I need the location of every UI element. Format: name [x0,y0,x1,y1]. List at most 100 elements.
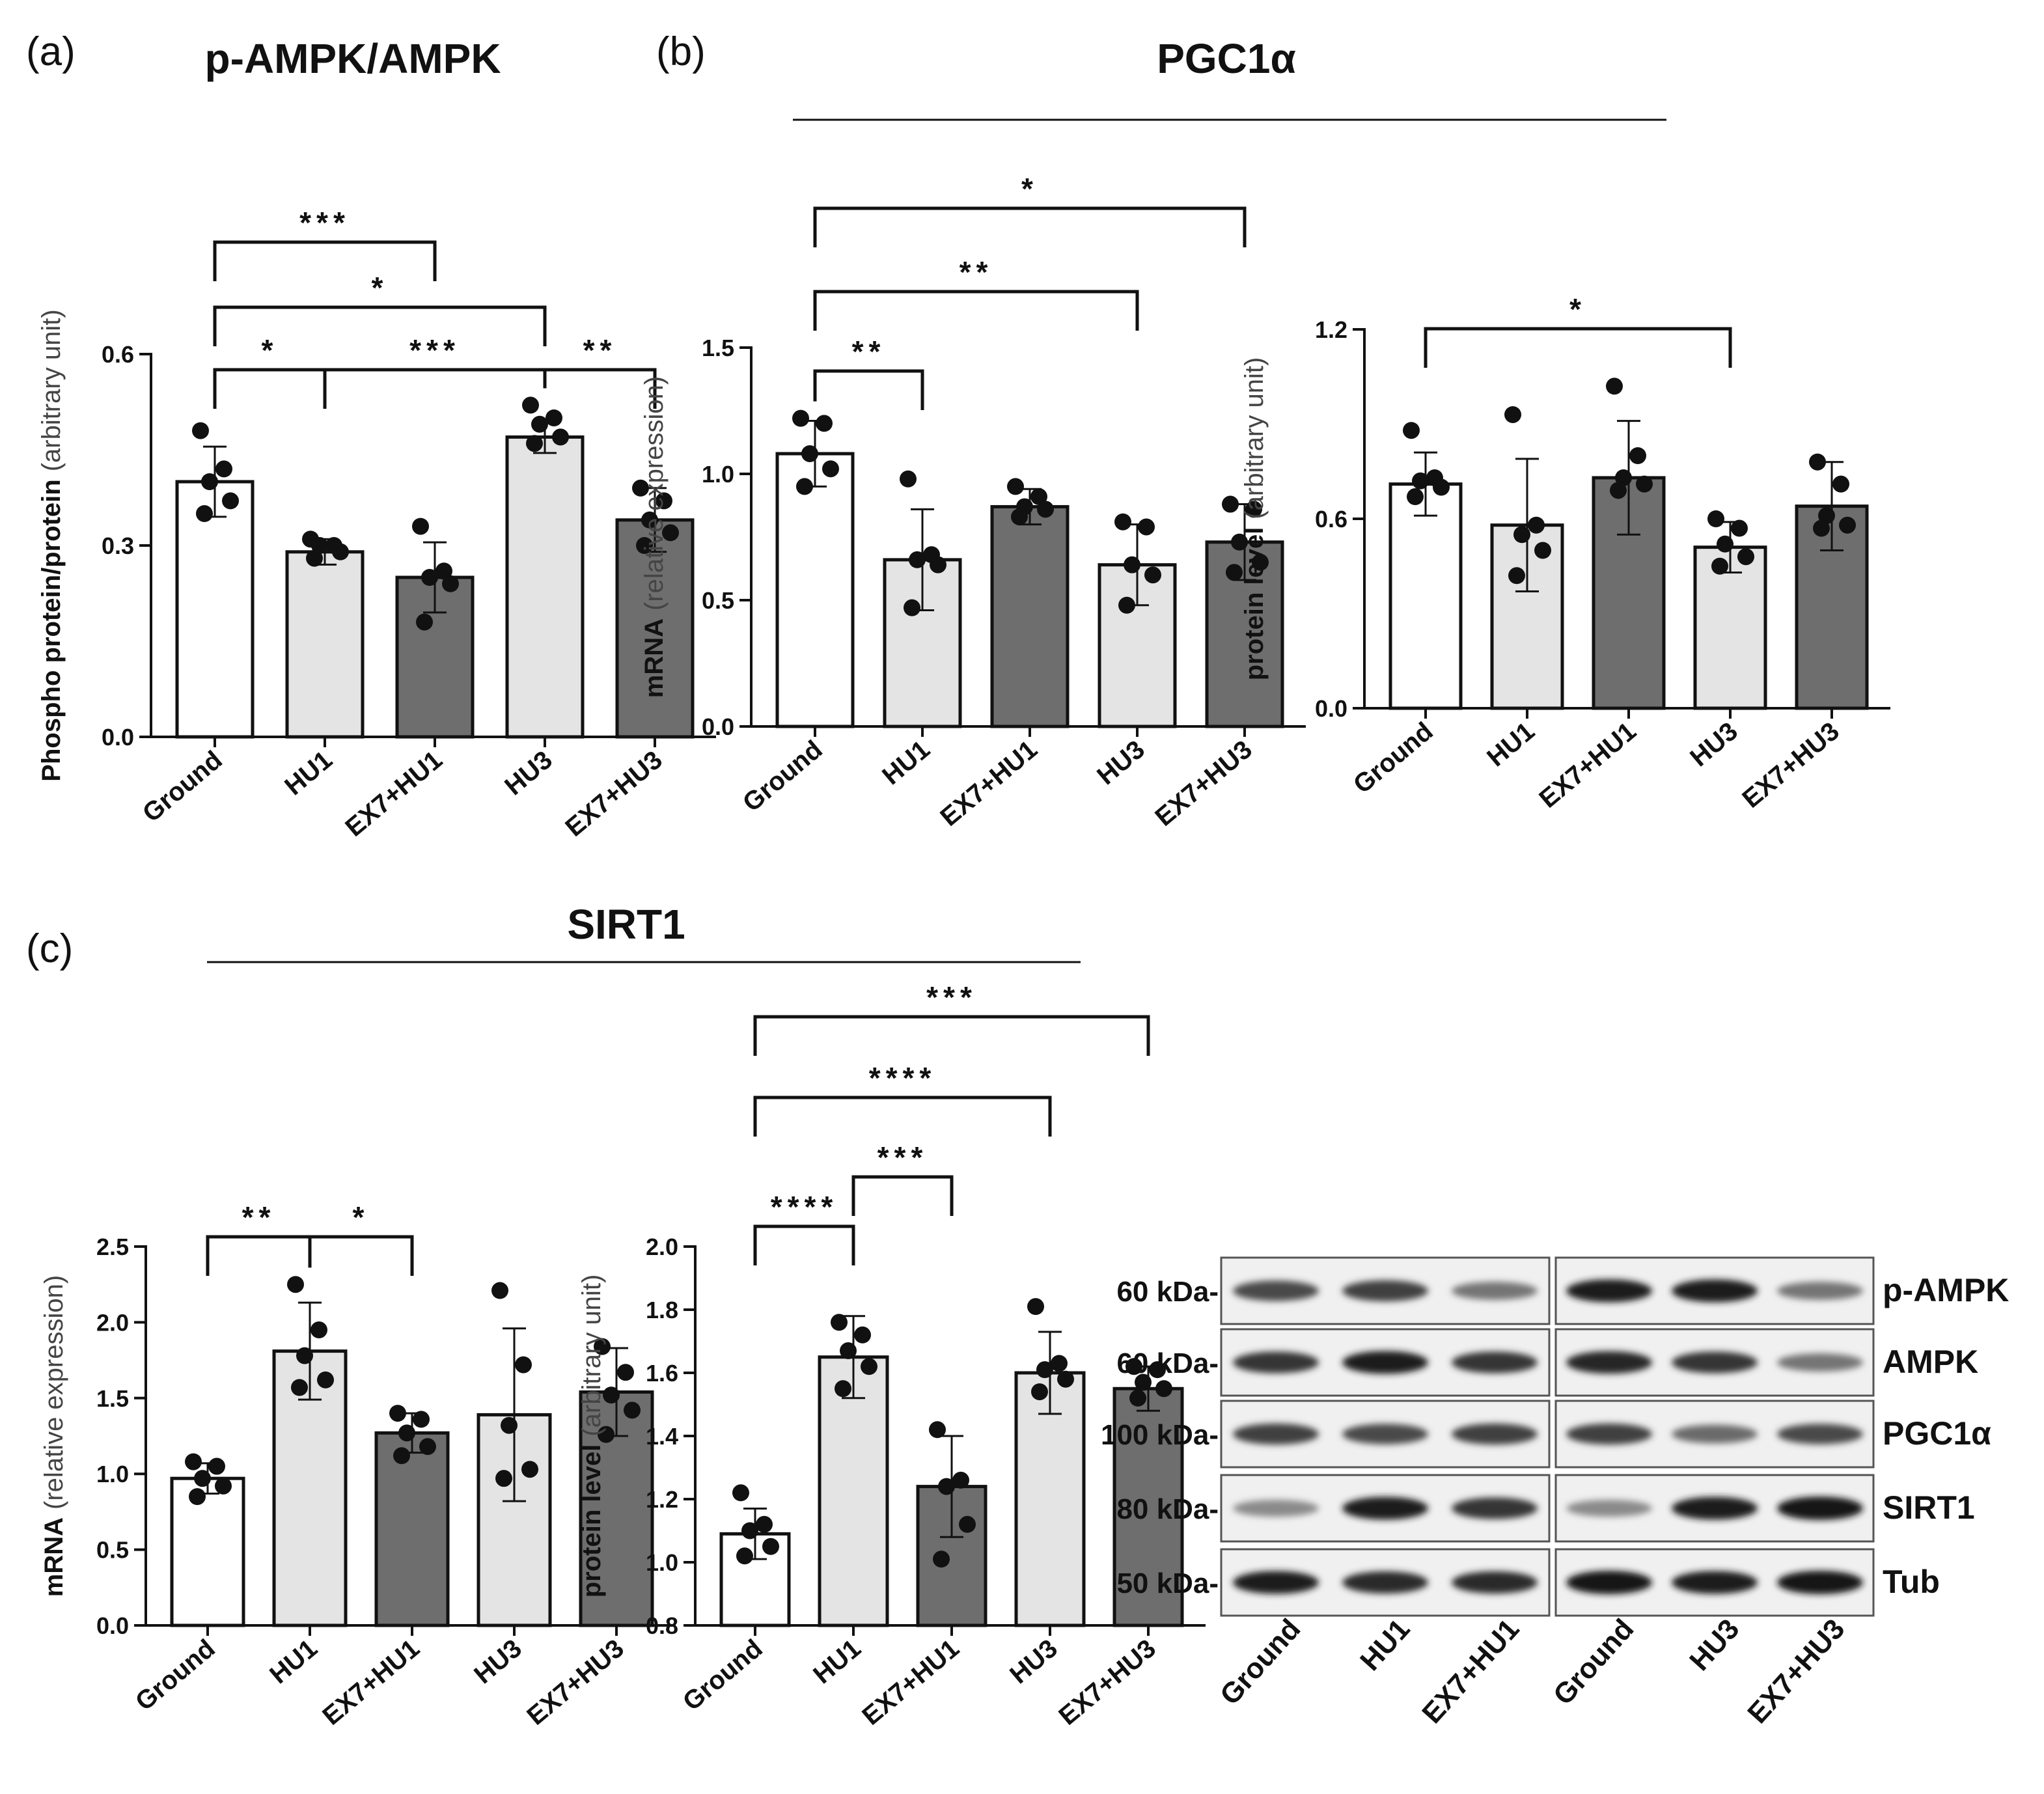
bar-ground [1388,482,1463,710]
x-category-label: EX7+HU1 [935,735,1042,832]
data-point [1138,518,1155,536]
data-point [442,575,459,592]
blot-band [1672,1424,1758,1444]
x-category-label: HU1 [1482,717,1540,772]
x-category-label: Ground [738,735,828,818]
data-point [1508,567,1525,585]
significance-bracket [206,1235,312,1276]
y-tick-label: 2.5 [96,1234,129,1260]
data-point [306,549,323,567]
lane-label: Ground [1214,1613,1307,1711]
data-point [1407,488,1424,506]
data-point [189,1488,206,1506]
x-category-label: HU1 [279,745,338,801]
data-point [196,505,213,522]
significance-stars: * [353,1200,370,1234]
x-category-label: HU1 [877,735,935,790]
significance-stars: ** [960,255,993,289]
significance-stars: *** [409,333,460,367]
x-category-label: HU3 [1092,735,1150,790]
x-category-label: HU1 [264,1634,323,1689]
data-point [215,1477,232,1495]
significance-bracket [753,1015,1150,1056]
data-point [1433,478,1450,496]
x-category-label: HU3 [1685,717,1743,772]
data-point [531,415,548,433]
lane-label: EX7+HU1 [1416,1613,1525,1730]
y-tick-label: 1.4 [646,1423,678,1450]
y-tick-label: 0.6 [102,341,134,368]
data-point [1513,526,1530,544]
significance-stars: ** [242,1200,276,1234]
blot-band [1342,1424,1428,1444]
y-tick-label: 2.0 [96,1309,129,1336]
bar-hu3 [505,435,585,739]
x-category-label: Ground [130,1634,221,1717]
data-point [1534,542,1551,559]
bar-ground [775,452,855,728]
data-point [1832,475,1849,493]
data-point [1809,453,1826,471]
data-point [617,1364,634,1381]
data-point [1155,1380,1172,1398]
protein-label: AMPK [1883,1344,1978,1380]
data-point [636,537,653,554]
blot-band [1233,1280,1319,1301]
data-point [393,1447,410,1465]
data-point [840,1342,857,1360]
lane-label: HU3 [1683,1613,1745,1677]
significance-bracket [851,1175,954,1216]
data-point [732,1484,749,1502]
data-point [952,1471,969,1489]
y-tick-label: 1.0 [646,1549,678,1576]
data-point [1031,1383,1048,1401]
data-point [521,1461,538,1478]
blot-band [1452,1423,1538,1445]
blot-band [1452,1282,1538,1300]
y-axis-label-unit: (relative expression) [40,1275,68,1510]
data-point [317,1371,334,1388]
significance-stars: * [372,271,389,305]
panel-letter-a: (a) [26,29,76,74]
kda-marker: 50 kDa- [1116,1567,1219,1599]
bar-ex7-hu1 [990,504,1070,728]
significance-bracket [308,1235,414,1276]
x-category-label: HU3 [1004,1634,1063,1689]
kda-marker: 80 kDa- [1116,1493,1219,1525]
x-category-label: EX7+HU1 [857,1634,964,1731]
data-point [296,1347,313,1364]
lane-label: EX7+HU3 [1741,1613,1851,1730]
x-category-label: HU3 [469,1634,527,1689]
y-axis-label: protein level (arbitrary unit) [1240,357,1269,681]
y-tick-label: 1.5 [702,335,734,361]
x-category-label: EX7+HU3 [560,745,667,842]
blot-band [1233,1351,1319,1373]
data-point [1252,553,1269,571]
kda-marker: 60 kDa- [1116,1347,1219,1379]
x-category-label: EX7+HU3 [521,1634,629,1731]
data-point [1007,478,1024,495]
y-tick-label: 1.0 [96,1461,129,1487]
data-point [796,478,813,495]
y-tick-label: 0.0 [96,1612,129,1639]
data-point [741,1522,758,1539]
x-category-label: Ground [678,1634,768,1717]
significance-stars: *** [926,980,977,1014]
y-axis-label-unit: (arbitrary unit) [1240,357,1269,519]
data-point [959,1515,976,1533]
blot-band [1777,1571,1863,1594]
kda-marker: 100 kDa- [1101,1419,1219,1451]
data-point [291,1379,308,1396]
data-point [287,1276,304,1293]
data-point [398,1424,415,1442]
bar-hu1 [272,1349,348,1627]
blot-band [1342,1280,1428,1302]
data-point [1129,1389,1146,1407]
blot-band [1233,1499,1319,1517]
data-point [909,551,926,568]
blot-band [1566,1279,1652,1303]
lane-label: Ground [1547,1613,1640,1711]
data-point [801,445,818,462]
y-tick-label: 0.0 [702,713,734,740]
